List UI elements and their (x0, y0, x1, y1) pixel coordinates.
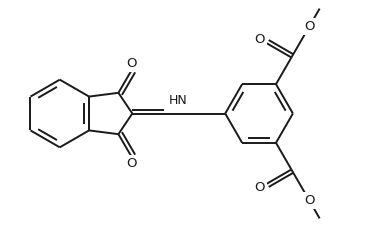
Text: O: O (304, 194, 315, 207)
Text: O: O (254, 33, 265, 46)
Text: O: O (304, 20, 315, 33)
Text: HN: HN (168, 94, 187, 107)
Text: O: O (126, 157, 137, 170)
Text: O: O (254, 181, 265, 194)
Text: O: O (126, 57, 137, 70)
